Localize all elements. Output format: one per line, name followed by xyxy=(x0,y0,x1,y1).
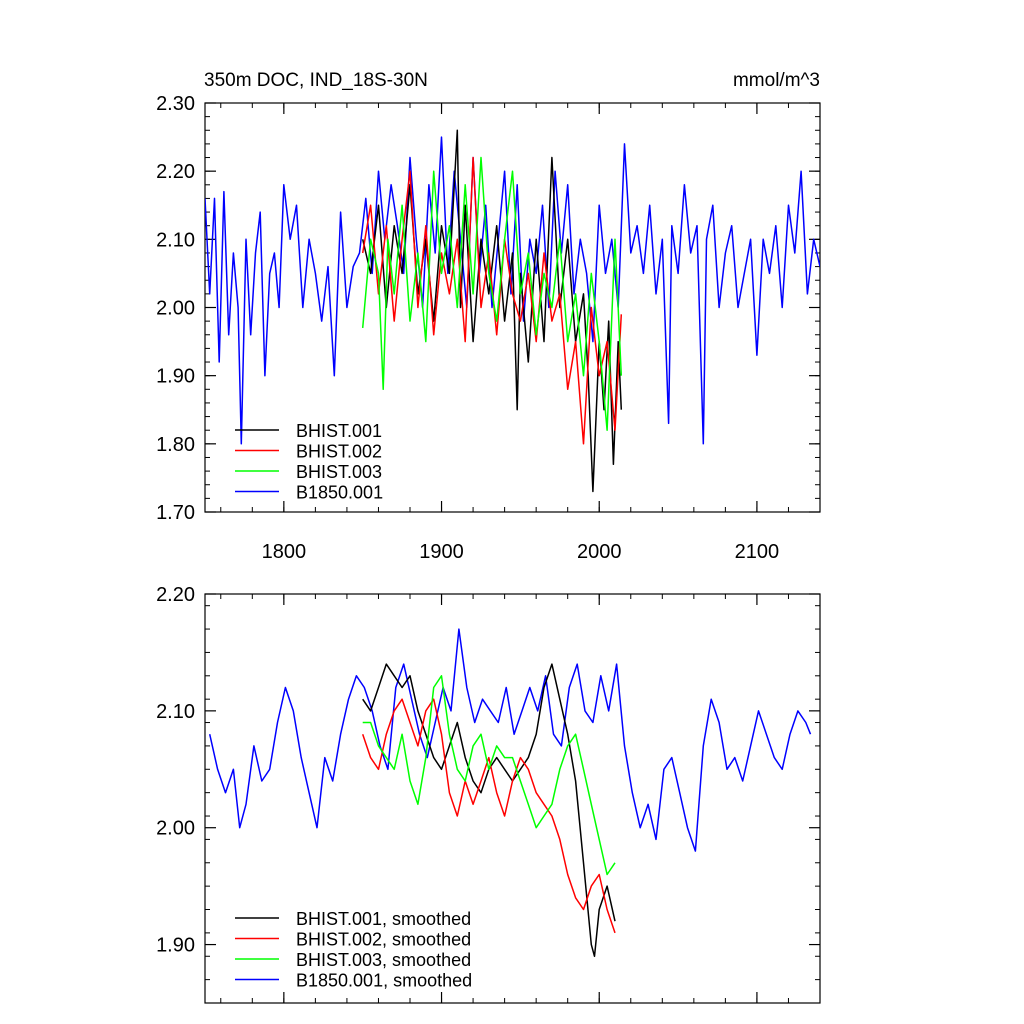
y-tick-label: 2.20 xyxy=(156,161,195,183)
y-tick-label: 2.30 xyxy=(156,93,195,115)
legend-label: BHIST.003, smoothed xyxy=(296,950,471,970)
series-line xyxy=(362,663,616,958)
y-tick-label: 1.90 xyxy=(156,935,195,957)
legend-label: BHIST.002, smoothed xyxy=(296,930,471,950)
x-tick-label: 1900 xyxy=(419,541,464,563)
legend-label: BHIST.003 xyxy=(296,462,382,482)
legend-label: B1850.001 xyxy=(296,483,383,503)
top-panel-title: 350m DOC, IND_18S-30N xyxy=(204,70,428,91)
bottom-panel-axes: 1.90 2.00 2.10 2.20 xyxy=(156,584,821,1004)
y-tick-label: 2.00 xyxy=(156,818,195,840)
legend-label: B1850.001, smoothed xyxy=(296,971,472,991)
x-tick-label: 1800 xyxy=(262,541,307,563)
legend-label: BHIST.002 xyxy=(296,442,382,462)
plot-frame xyxy=(204,593,821,1004)
y-tick-label: 2.00 xyxy=(156,298,195,320)
series-line xyxy=(205,136,820,445)
legend-label: BHIST.001 xyxy=(296,421,382,441)
bottom-panel: 1.902.002.102.20 BHIST.001, smoothedBHIS… xyxy=(156,584,821,1004)
y-tick-label: 2.20 xyxy=(156,584,195,606)
series-line xyxy=(362,675,616,876)
y-tick-label: 2.10 xyxy=(156,229,195,251)
series-line xyxy=(208,628,812,852)
top-panel-series xyxy=(205,129,820,493)
y-tick-label: 1.80 xyxy=(156,434,195,456)
x-tick-label: 2100 xyxy=(735,541,780,563)
top-panel-units: mmol/m^3 xyxy=(733,70,820,91)
top-panel-axes: 1.70 1.80 1.90 2.00 2.10 2.20 2.30 1800 1900 2000… xyxy=(156,93,821,563)
x-tick-label: 2000 xyxy=(577,541,622,563)
series-line xyxy=(361,698,616,934)
y-tick-label: 1.70 xyxy=(156,502,195,524)
series-line xyxy=(361,156,623,431)
y-tick-label: 2.10 xyxy=(156,701,195,723)
y-tick-label: 1.90 xyxy=(156,366,195,388)
legend-label: BHIST.001, smoothed xyxy=(296,909,471,929)
top-panel: 350m DOC, IND_18S-30N mmol/m^3 1.701.801… xyxy=(156,70,821,563)
bottom-panel-series xyxy=(208,628,812,958)
